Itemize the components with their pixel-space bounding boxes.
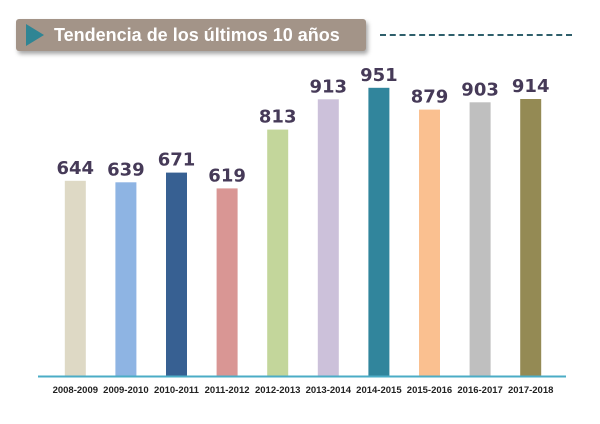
bar-2009-2010 — [115, 182, 137, 376]
data-label-2008-2009: 644 — [57, 158, 95, 179]
data-label-2009-2010: 639 — [107, 159, 145, 180]
data-label-2015-2016: 879 — [411, 87, 449, 108]
bar-2011-2012 — [216, 188, 238, 376]
data-label-2017-2018: 914 — [512, 76, 550, 97]
category-label-2014-2015: 2014-2015 — [356, 385, 402, 396]
data-label-2013-2014: 913 — [310, 76, 348, 97]
data-label-2010-2011: 671 — [158, 150, 196, 171]
category-label-2009-2010: 2009-2010 — [103, 385, 148, 396]
dashed-divider — [380, 34, 572, 36]
category-label-2010-2011: 2010-2011 — [154, 385, 200, 396]
data-label-2016-2017: 903 — [461, 79, 499, 100]
category-label-2011-2012: 2011-2012 — [205, 385, 250, 396]
play-triangle-icon — [26, 24, 44, 46]
bar-2015-2016 — [419, 109, 440, 376]
data-label-2011-2012: 619 — [208, 165, 246, 186]
category-label-2013-2014: 2013-2014 — [306, 385, 352, 396]
data-label-2012-2013: 813 — [259, 107, 297, 128]
bar-2012-2013 — [267, 129, 289, 376]
bar-2016-2017 — [469, 102, 491, 377]
bar-2013-2014 — [317, 99, 339, 377]
bar-2017-2018 — [520, 99, 542, 376]
category-label-2015-2016: 2015-2016 — [407, 385, 452, 396]
category-label-2016-2017: 2016-2017 — [457, 385, 502, 396]
title-banner: Tendencia de los últimos 10 años — [16, 19, 366, 51]
bar-2014-2015 — [368, 87, 390, 377]
chart-title: Tendencia de los últimos 10 años — [54, 24, 340, 45]
category-label-2008-2009: 2008-2009 — [53, 385, 98, 396]
bar-2010-2011 — [166, 172, 187, 376]
bar-2008-2009 — [64, 180, 86, 376]
category-label-2012-2013: 2012-2013 — [255, 385, 300, 396]
data-label-2014-2015: 951 — [360, 65, 398, 86]
category-label-2017-2018: 2017-2018 — [508, 385, 553, 396]
